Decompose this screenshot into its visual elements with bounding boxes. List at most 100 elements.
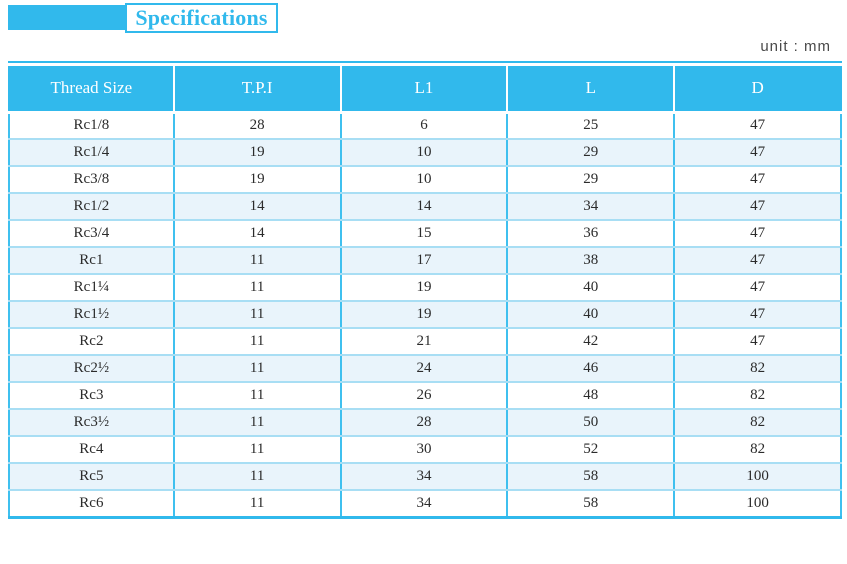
value-cell: 21	[339, 327, 509, 356]
thread-size-cell: Rc3	[8, 381, 175, 410]
value-cell: 47	[673, 300, 842, 329]
table-row: Rc1¼ 11 19 40 47	[8, 273, 842, 302]
value-cell: 14	[172, 192, 342, 221]
value-cell: 58	[506, 462, 676, 491]
value-cell: 52	[506, 435, 676, 464]
value-cell: 10	[339, 165, 509, 194]
thread-size-cell: Rc3½	[8, 408, 175, 437]
table-row: Rc4 11 30 52 82	[8, 435, 842, 464]
thread-size-cell: Rc2½	[8, 354, 175, 383]
table-body: Rc1/8 28 6 25 47 Rc1/4 19 10 29 47 Rc3/8 19 10 29 47 Rc…	[8, 111, 842, 518]
value-cell: 14	[339, 192, 509, 221]
table-row: Rc1/8 28 6 25 47	[8, 111, 842, 140]
value-cell: 47	[673, 138, 842, 167]
value-cell: 82	[673, 435, 842, 464]
value-cell: 46	[506, 354, 676, 383]
value-cell: 11	[172, 327, 342, 356]
thread-size-cell: Rc5	[8, 462, 175, 491]
value-cell: 11	[172, 435, 342, 464]
value-cell: 11	[172, 462, 342, 491]
table-row: Rc5 11 34 58 100	[8, 462, 842, 491]
thread-size-cell: Rc1	[8, 246, 175, 275]
value-cell: 34	[339, 462, 509, 491]
value-cell: 19	[172, 138, 342, 167]
value-cell: 47	[673, 111, 842, 140]
value-cell: 82	[673, 381, 842, 410]
thread-size-cell: Rc1/8	[8, 111, 175, 140]
table-row: Rc1½ 11 19 40 47	[8, 300, 842, 329]
value-cell: 28	[339, 408, 509, 437]
table-row: Rc3/4 14 15 36 47	[8, 219, 842, 248]
value-cell: 6	[339, 111, 509, 140]
value-cell: 47	[673, 273, 842, 302]
column-header-tpi: T.P.I	[172, 66, 341, 114]
value-cell: 47	[673, 219, 842, 248]
value-cell: 100	[673, 489, 842, 518]
thread-size-cell: Rc3/4	[8, 219, 175, 248]
thread-size-cell: Rc6	[8, 489, 175, 518]
value-cell: 40	[506, 273, 676, 302]
table-row: Rc2½ 11 24 46 82	[8, 354, 842, 383]
column-header-thread-size: Thread Size	[9, 66, 174, 114]
table-row: Rc3 11 26 48 82	[8, 381, 842, 410]
table-header: Thread Size T.P.I L1 L D	[9, 66, 841, 114]
specifications-table-wrap: Thread Size T.P.I L1 L D Rc1/8 28 6 25 47 Rc1…	[8, 61, 842, 519]
column-header-l: L	[506, 66, 675, 114]
value-cell: 36	[506, 219, 676, 248]
table-row: Rc1/4 19 10 29 47	[8, 138, 842, 167]
table-row: Rc2 11 21 42 47	[8, 327, 842, 356]
value-cell: 82	[673, 354, 842, 383]
title-box: Specifications	[125, 3, 278, 33]
table-row: Rc1 11 17 38 47	[8, 246, 842, 275]
value-cell: 11	[172, 381, 342, 410]
header-row: Thread Size T.P.I L1 L D	[9, 66, 841, 114]
value-cell: 29	[506, 138, 676, 167]
value-cell: 19	[172, 165, 342, 194]
thread-size-cell: Rc4	[8, 435, 175, 464]
table-top-border	[8, 61, 842, 63]
value-cell: 58	[506, 489, 676, 518]
value-cell: 100	[673, 462, 842, 491]
value-cell: 11	[172, 354, 342, 383]
title-banner	[8, 5, 125, 30]
value-cell: 11	[172, 246, 342, 275]
value-cell: 11	[172, 273, 342, 302]
thread-size-cell: Rc3/8	[8, 165, 175, 194]
value-cell: 29	[506, 165, 676, 194]
column-header-d: D	[673, 66, 841, 114]
value-cell: 25	[506, 111, 676, 140]
value-cell: 48	[506, 381, 676, 410]
value-cell: 42	[506, 327, 676, 356]
specifications-table: Thread Size T.P.I L1 L D Rc1/8 28 6 25 47 Rc1…	[8, 66, 842, 519]
value-cell: 47	[673, 192, 842, 221]
value-cell: 47	[673, 246, 842, 275]
table-row: Rc3/8 19 10 29 47	[8, 165, 842, 194]
thread-size-cell: Rc2	[8, 327, 175, 356]
value-cell: 34	[339, 489, 509, 518]
thread-size-cell: Rc1/2	[8, 192, 175, 221]
value-cell: 50	[506, 408, 676, 437]
unit-label: unit : mm	[760, 38, 831, 55]
table-row: Rc3½ 11 28 50 82	[8, 408, 842, 437]
value-cell: 15	[339, 219, 509, 248]
value-cell: 17	[339, 246, 509, 275]
table-row: Rc1/2 14 14 34 47	[8, 192, 842, 221]
value-cell: 30	[339, 435, 509, 464]
value-cell: 47	[673, 327, 842, 356]
value-cell: 82	[673, 408, 842, 437]
value-cell: 38	[506, 246, 676, 275]
value-cell: 11	[172, 489, 342, 518]
value-cell: 14	[172, 219, 342, 248]
value-cell: 19	[339, 273, 509, 302]
thread-size-cell: Rc1¼	[8, 273, 175, 302]
table-row: Rc6 11 34 58 100	[8, 489, 842, 518]
value-cell: 10	[339, 138, 509, 167]
value-cell: 34	[506, 192, 676, 221]
thread-size-cell: Rc1½	[8, 300, 175, 329]
value-cell: 40	[506, 300, 676, 329]
thread-size-cell: Rc1/4	[8, 138, 175, 167]
value-cell: 19	[339, 300, 509, 329]
column-header-l1: L1	[339, 66, 508, 114]
page-title: Specifications	[135, 5, 268, 30]
value-cell: 47	[673, 165, 842, 194]
